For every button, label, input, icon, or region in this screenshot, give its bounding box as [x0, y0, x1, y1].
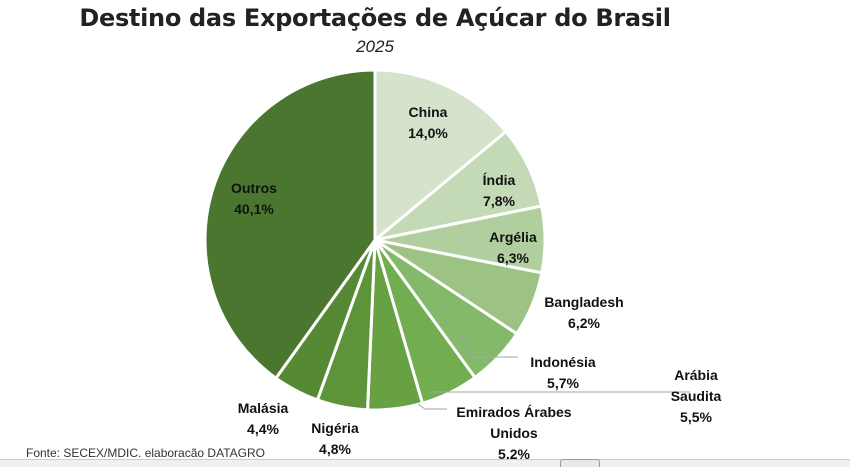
data-label: Arábia Saudita 5,5% [671, 365, 722, 428]
slice-value: 5,5% [680, 409, 712, 425]
slice-value: 6,2% [568, 315, 600, 331]
slice-name: Emirados Árabes Unidos [456, 404, 572, 441]
slice-name: Arábia Saudita [670, 367, 722, 404]
data-label: China 14,0% [408, 102, 448, 144]
status-bar [0, 459, 850, 467]
slice-value: 5,7% [547, 375, 579, 391]
slice-value: 5,2% [498, 446, 530, 462]
data-label: Índia 7,8% [483, 170, 516, 212]
pie-slice-outros [203, 68, 377, 381]
slice-name: Malásia [237, 400, 289, 416]
slice-name: Indonésia [530, 354, 596, 370]
slice-value: 7,8% [483, 193, 515, 209]
data-label: Bangladesh 6,2% [544, 292, 623, 334]
chart-title: Destino das Exportações de Açúcar do Bra… [79, 4, 671, 32]
slice-name: China [408, 104, 448, 120]
slice-name: Índia [482, 172, 516, 188]
slice-value: 6,3% [497, 250, 529, 266]
data-label: Outros 40,1% [231, 178, 277, 220]
slice-value: 14,0% [408, 125, 448, 141]
chart-subtitle: 2025 [356, 37, 394, 56]
data-label: Emirados Árabes Unidos 5,2% [456, 402, 571, 465]
data-label: Malásia 4,4% [238, 398, 289, 440]
slice-name: Nigéria [311, 420, 359, 436]
data-label: Argélia 6,3% [489, 227, 536, 269]
source-note: Fonte: SECEX/MDIC. elaboracão DATAGRO [26, 446, 265, 460]
data-label: Nigéria 4,8% [311, 418, 358, 460]
slice-name: Outros [231, 180, 277, 196]
slice-value: 4,4% [247, 421, 279, 437]
pie-slice-china [373, 68, 509, 244]
leader-line [417, 403, 447, 410]
slice-name: Argélia [489, 229, 537, 245]
slice-value: 4,8% [319, 441, 351, 457]
slice-name: Bangladesh [544, 294, 624, 310]
scroll-button[interactable] [560, 459, 600, 467]
data-label: Indonésia 5,7% [530, 352, 595, 394]
slice-value: 40,1% [234, 201, 274, 217]
leader-line [461, 336, 518, 358]
